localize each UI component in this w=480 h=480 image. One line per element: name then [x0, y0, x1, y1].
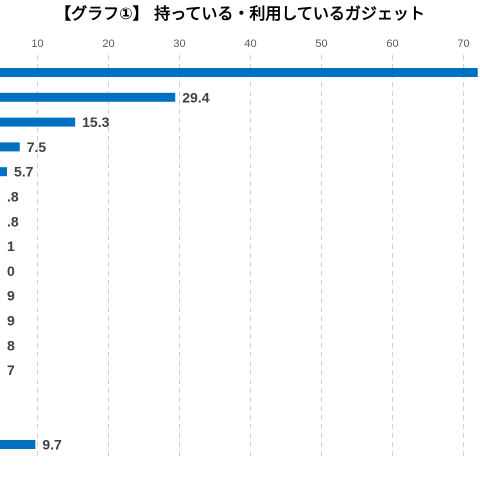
data-label: 15.3 — [82, 114, 109, 130]
x-tick-label: 30 — [173, 38, 185, 50]
data-label: .8 — [7, 189, 19, 205]
data-label: 0 — [7, 263, 15, 279]
x-tick-label: 20 — [102, 38, 114, 50]
data-label: .8 — [7, 213, 19, 229]
data-label: 8 — [7, 337, 15, 353]
bar — [0, 167, 7, 177]
chart-title: 【グラフ①】 持っている・利用しているガジェット — [55, 4, 425, 23]
x-tick-label: 60 — [386, 38, 398, 50]
x-tick-label: 50 — [315, 38, 327, 50]
data-label: 7 — [7, 362, 15, 378]
data-label: 1 — [7, 238, 15, 254]
x-tick-label: 70 — [457, 38, 469, 50]
x-tick-label: 10 — [31, 38, 43, 50]
data-label: 29.4 — [182, 89, 209, 105]
data-label: 9 — [7, 288, 15, 304]
data-label: 9.7 — [42, 437, 62, 453]
data-label: 5.7 — [14, 164, 34, 180]
bar — [0, 117, 76, 127]
bar — [0, 142, 20, 152]
data-label: 7.5 — [27, 139, 47, 155]
bar — [0, 68, 478, 77]
bar — [0, 92, 176, 102]
data-label: 9 — [7, 313, 15, 329]
x-tick-label: 40 — [244, 38, 256, 50]
bar — [0, 440, 36, 449]
